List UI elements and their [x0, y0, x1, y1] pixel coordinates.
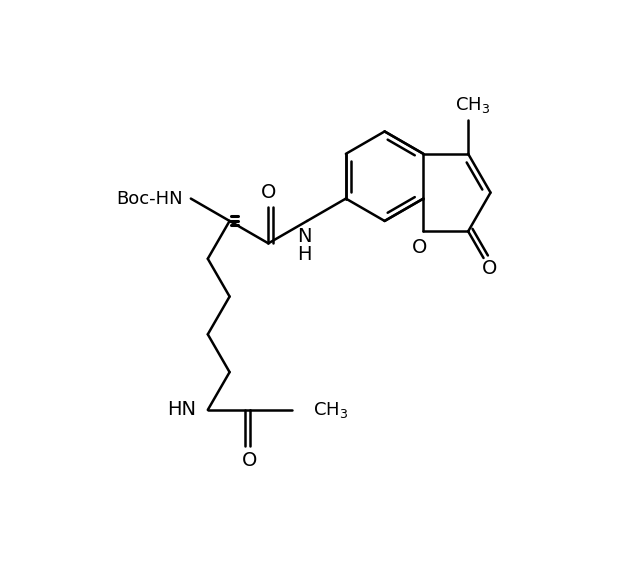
- Text: O: O: [260, 184, 276, 202]
- Text: O: O: [242, 451, 257, 470]
- Text: O: O: [482, 259, 497, 278]
- Text: HN: HN: [168, 401, 197, 419]
- Text: H: H: [297, 245, 312, 264]
- Text: O: O: [411, 237, 427, 257]
- Text: N: N: [297, 227, 312, 246]
- Text: CH$_3$: CH$_3$: [313, 400, 348, 420]
- Text: CH$_3$: CH$_3$: [455, 94, 490, 115]
- Text: Boc-HN: Boc-HN: [116, 190, 182, 207]
